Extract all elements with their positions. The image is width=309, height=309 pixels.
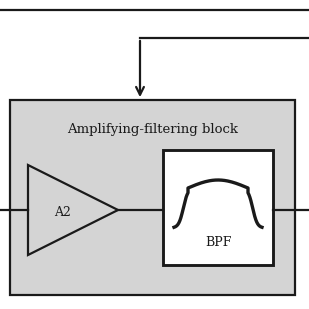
Text: Amplifying-filtering block: Amplifying-filtering block <box>67 124 238 137</box>
Text: A2: A2 <box>54 206 71 219</box>
Polygon shape <box>28 165 118 255</box>
Text: BPF: BPF <box>205 236 231 249</box>
Bar <box>163 150 273 265</box>
Bar <box>10 100 295 295</box>
